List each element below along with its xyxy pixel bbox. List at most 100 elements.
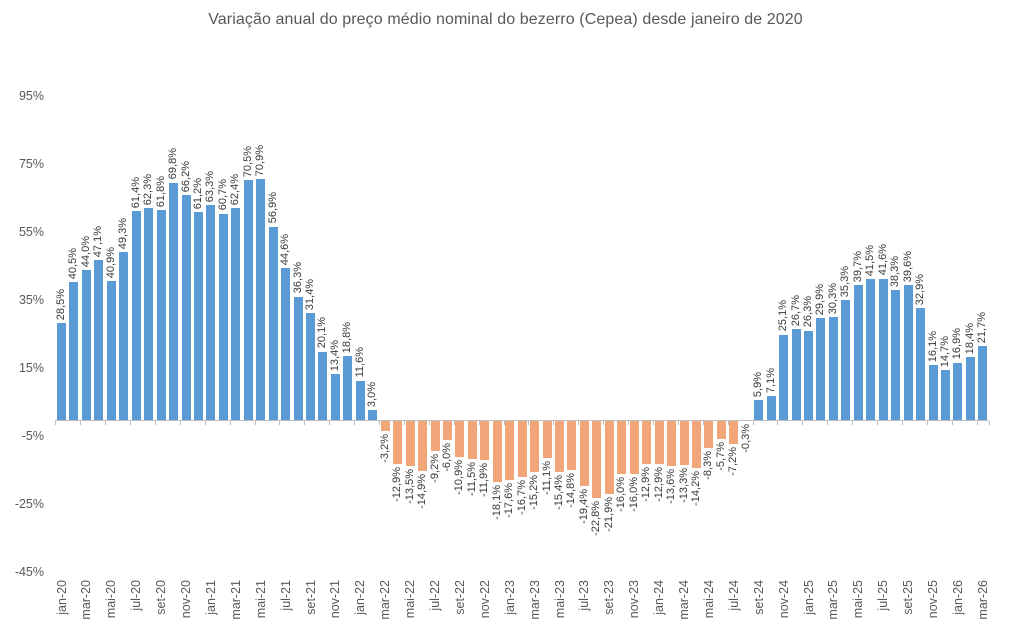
- bar-dez-25: [940, 370, 950, 420]
- y-axis-tick-label: -25%: [14, 497, 44, 511]
- bar-jun-20: [119, 252, 129, 420]
- bar-value-label: 16,9%: [951, 328, 964, 360]
- x-axis-tick-label: nov-21: [328, 580, 343, 619]
- bar-out-22: [467, 420, 477, 460]
- bar-jun-25: [866, 278, 876, 420]
- bar-nov-21: [330, 374, 340, 420]
- x-axis-tick-mark: [229, 421, 231, 425]
- bar-jul-21: [281, 268, 291, 420]
- x-axis-tick-label: nov-25: [926, 580, 941, 619]
- x-axis-tick-label: set-23: [602, 580, 617, 615]
- x-axis-tick-mark: [453, 421, 455, 425]
- bar-value-label: -21,9%: [602, 497, 615, 533]
- bar-jun-21: [268, 226, 278, 420]
- bar-value-label: 62,4%: [229, 173, 242, 205]
- bar-value-label: -14,9%: [416, 473, 429, 509]
- bar-value-label: 41,6%: [876, 244, 889, 276]
- bar-abr-25: [841, 299, 851, 420]
- bar-set-24: [754, 399, 764, 420]
- bar-value-label: 38,3%: [889, 255, 902, 287]
- x-axis-tick-mark: [105, 421, 107, 425]
- bar-abr-24: [691, 420, 701, 469]
- bar-value-label: -12,9%: [652, 466, 665, 502]
- x-axis-tick-label: set-21: [303, 580, 318, 615]
- bar-value-label: -0,3%: [739, 424, 752, 453]
- x-axis-tick-mark: [677, 421, 679, 425]
- bar-value-label: -11,1%: [540, 460, 553, 495]
- bar-value-label: 13,4%: [328, 340, 341, 372]
- x-axis-tick-mark: [852, 421, 854, 425]
- bar-jul-20: [131, 211, 141, 420]
- bar-set-22: [455, 420, 465, 458]
- x-axis-tick-label: nov-20: [179, 580, 194, 619]
- bar-value-label: 5,9%: [752, 371, 765, 397]
- x-axis-tick-label: mar-26: [975, 580, 990, 620]
- x-axis-tick-mark: [354, 421, 356, 425]
- bar-value-label: -14,8%: [565, 473, 578, 509]
- bar-value-label: -15,2%: [528, 474, 541, 510]
- y-axis-tick-label: 55%: [18, 225, 44, 239]
- x-axis-tick-mark: [752, 421, 754, 425]
- bar-dez-21: [343, 356, 353, 420]
- x-axis-tick-label: mai-25: [851, 580, 866, 619]
- bar-value-label: -13,6%: [665, 469, 678, 505]
- bar-value-label: 3,0%: [366, 381, 379, 407]
- bar-value-label: 25,1%: [777, 300, 790, 332]
- x-axis-tick-mark: [179, 421, 181, 425]
- bar-value-label: -16,0%: [627, 477, 640, 513]
- x-axis-tick-mark: [603, 421, 605, 425]
- bar-fev-24: [667, 420, 677, 467]
- bar-abr-22: [393, 420, 403, 464]
- y-axis-tick-label: 35%: [18, 293, 44, 307]
- bar-value-label: 36,3%: [291, 262, 304, 294]
- x-axis-tick-label: jan-24: [652, 580, 667, 615]
- bar-jan-23: [505, 420, 515, 480]
- bar-dez-24: [791, 329, 801, 420]
- x-axis-tick-label: mar-21: [228, 580, 243, 620]
- bar-value-label: 56,9%: [266, 192, 279, 224]
- x-axis-tick-label: mai-21: [253, 580, 268, 619]
- bar-jan-24: [654, 420, 664, 464]
- bar-value-label: -7,2%: [727, 447, 740, 477]
- bar-value-label: 62,3%: [142, 173, 155, 206]
- bar-mai-23: [555, 420, 565, 473]
- x-axis-tick-label: jan-20: [54, 580, 69, 615]
- bar-value-label: 18,8%: [341, 321, 354, 354]
- bar-mar-26: [978, 346, 988, 420]
- bar-value-label: -19,4%: [577, 488, 590, 524]
- bar-mai-22: [405, 420, 415, 466]
- x-axis-tick-mark: [951, 421, 953, 425]
- x-axis-tick-mark: [80, 421, 82, 425]
- bar-abr-20: [94, 259, 104, 420]
- bar-value-label: -16,7%: [515, 479, 528, 515]
- bar-value-label: 16,1%: [926, 331, 939, 363]
- bar-value-label: 70,5%: [241, 146, 254, 178]
- bar-value-label: -11,5%: [465, 462, 478, 497]
- x-axis-tick-label: jul-23: [577, 580, 592, 611]
- bar-nov-20: [181, 194, 191, 420]
- y-axis-tick-label: -5%: [21, 429, 44, 443]
- x-axis-tick-mark: [702, 421, 704, 425]
- x-axis-tick-label: set-22: [452, 580, 467, 615]
- x-axis-tick-mark: [553, 421, 555, 425]
- bar-value-label: -12,9%: [391, 466, 404, 502]
- x-axis-tick-label: mar-25: [826, 580, 841, 620]
- x-axis-tick-mark: [652, 421, 654, 425]
- bar-out-20: [169, 182, 179, 420]
- bar-value-label: 21,7%: [976, 312, 989, 344]
- bar-mai-25: [853, 285, 863, 420]
- bar-value-label: -8,3%: [702, 451, 715, 480]
- x-axis-tick-mark: [379, 421, 380, 425]
- bar-value-label: -12,9%: [640, 466, 653, 502]
- bar-jun-23: [567, 420, 577, 471]
- x-axis-tick-label: jan-25: [801, 580, 816, 615]
- x-axis-tick-mark: [428, 421, 430, 425]
- bar-abr-23: [542, 420, 552, 458]
- bar-ago-21: [293, 296, 303, 420]
- bar-nov-22: [480, 420, 490, 461]
- bar-value-label: -10,9%: [453, 460, 466, 495]
- x-axis-tick-mark: [901, 421, 903, 425]
- bar-mar-24: [679, 420, 689, 466]
- bar-value-label: 61,8%: [154, 175, 167, 207]
